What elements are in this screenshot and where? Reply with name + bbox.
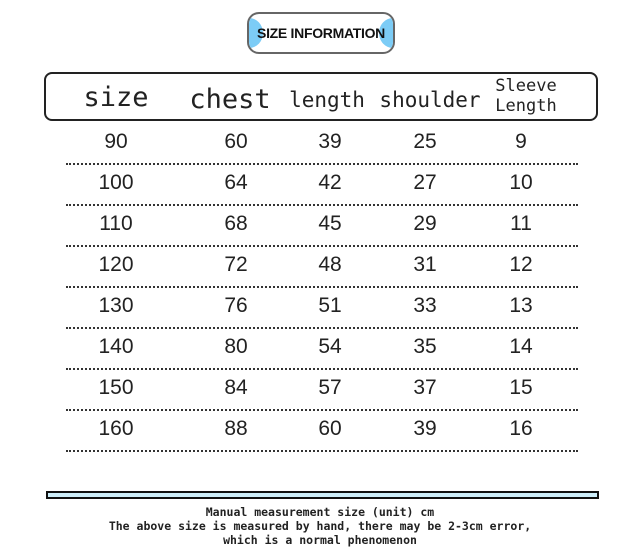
table-cell: 160	[98, 417, 134, 440]
table-cell: 16	[509, 417, 533, 440]
table-cell: 110	[99, 212, 133, 235]
note-3: which is a normal phenomenon	[223, 533, 417, 547]
table-cell: 84	[224, 376, 248, 399]
table-cell: 9	[515, 130, 527, 153]
table-cell: 120	[98, 253, 134, 276]
table-cell: 31	[413, 253, 437, 276]
table-cell: 76	[224, 294, 248, 317]
table-row: 100 64 42 27 10	[66, 163, 578, 206]
note-1: Manual measurement size (unit) cm	[205, 505, 435, 519]
title: SIZE INFORMATION	[257, 25, 385, 41]
table-cell: 48	[318, 253, 342, 276]
table-cell: 39	[318, 130, 342, 153]
header-chest: chest	[189, 84, 271, 115]
table-cell: 42	[318, 171, 342, 194]
table-row: 110 68 45 29 11	[66, 204, 578, 247]
badge-cap-right	[379, 18, 393, 48]
table-header: size chest length shoulder Sleeve Length	[44, 72, 598, 121]
header-size: size	[83, 82, 149, 113]
table-cell: 80	[224, 335, 248, 358]
table-cell: 25	[413, 130, 437, 153]
table-cell: 29	[413, 212, 437, 235]
header-sleeve: Sleeve	[495, 76, 557, 96]
table-cell: 13	[509, 294, 533, 317]
table-cell: 57	[318, 376, 342, 399]
table-row: 150 84 57 37 15	[66, 368, 578, 411]
table-row: 130 76 51 33 13	[66, 286, 578, 329]
note-2: The above size is measured by hand, ther…	[108, 519, 532, 533]
badge-cap-left	[249, 18, 263, 48]
table-cell: 33	[413, 294, 437, 317]
table-cell: 27	[413, 171, 437, 194]
table-row: 160 88 60 39 16	[66, 409, 578, 452]
table-row: 120 72 48 31 12	[66, 245, 578, 288]
table-cell: 35	[413, 335, 437, 358]
header-shoulder: shoulder	[379, 88, 481, 112]
table-row: 90 60 39 25 9	[66, 122, 578, 165]
table-cell: 140	[98, 335, 134, 358]
header-length: length	[289, 88, 365, 112]
table-cell: 14	[509, 335, 533, 358]
table-cell: 39	[413, 417, 437, 440]
table-cell: 64	[224, 171, 248, 194]
header-sleeve-length-2: Length	[495, 96, 557, 116]
table-cell: 60	[318, 417, 342, 440]
divider-bar	[46, 491, 599, 499]
table-cell: 60	[224, 130, 248, 153]
table-cell: 150	[98, 376, 134, 399]
header-sleeve-length: Sleeve Length	[495, 76, 556, 116]
table-cell: 100	[98, 171, 134, 194]
table-cell: 72	[224, 253, 248, 276]
table-cell: 54	[318, 335, 342, 358]
table-cell: 68	[224, 212, 248, 235]
table-cell: 45	[318, 212, 342, 235]
table-cell: 11	[510, 212, 532, 235]
table-cell: 51	[318, 294, 342, 317]
table-cell: 130	[98, 294, 134, 317]
table-row: 140 80 54 35 14	[66, 327, 578, 370]
table-cell: 90	[104, 130, 128, 153]
table-cell: 88	[224, 417, 248, 440]
table-cell: 12	[509, 253, 533, 276]
table-cell: 15	[509, 376, 533, 399]
title-badge: SIZE INFORMATION	[247, 12, 395, 54]
table-cell: 10	[509, 171, 533, 194]
table-cell: 37	[413, 376, 437, 399]
